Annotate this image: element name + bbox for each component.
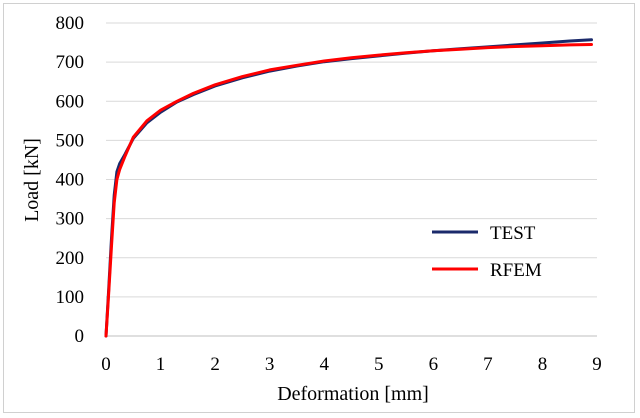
y-tick-label: 200: [56, 248, 85, 269]
x-tick-label: 5: [374, 354, 384, 375]
x-tick-label: 8: [538, 354, 548, 375]
y-tick-label: 700: [56, 52, 85, 73]
x-tick-label: 6: [429, 354, 439, 375]
x-tick-label: 9: [592, 354, 602, 375]
y-tick-label: 100: [56, 287, 85, 308]
legend-label-test: TEST: [490, 223, 536, 244]
series-lines: [104, 38, 593, 338]
y-axis-title: Load [kN]: [21, 138, 43, 222]
x-tick-label: 4: [319, 354, 329, 375]
x-tick-label: 2: [210, 354, 220, 375]
x-tick-labels: 0 1 2 3 4 5 6 7 8 9: [101, 354, 602, 375]
y-tick-label: 600: [56, 91, 85, 112]
y-tick-label: 500: [56, 130, 85, 151]
x-tick-label: 7: [483, 354, 493, 375]
x-tick-label: 1: [156, 354, 166, 375]
y-tick-label: 800: [56, 13, 85, 34]
legend-label-rfem: RFEM: [490, 260, 542, 281]
chart-frame: [3, 3, 635, 413]
series-line-rfem: [104, 43, 593, 338]
grid-lines: [106, 22, 597, 298]
y-tick-labels: 0 100 200 300 400 500 600 700 800: [56, 13, 85, 347]
series-line-test: [104, 38, 593, 338]
x-tick-label: 0: [101, 354, 111, 375]
y-tick-label: 0: [75, 326, 85, 347]
x-axis-title: Deformation [mm]: [277, 383, 429, 405]
x-tick-label: 3: [265, 354, 275, 375]
y-tick-label: 300: [56, 209, 85, 230]
y-tick-label: 400: [56, 170, 85, 191]
legend: TEST RFEM: [432, 223, 542, 281]
